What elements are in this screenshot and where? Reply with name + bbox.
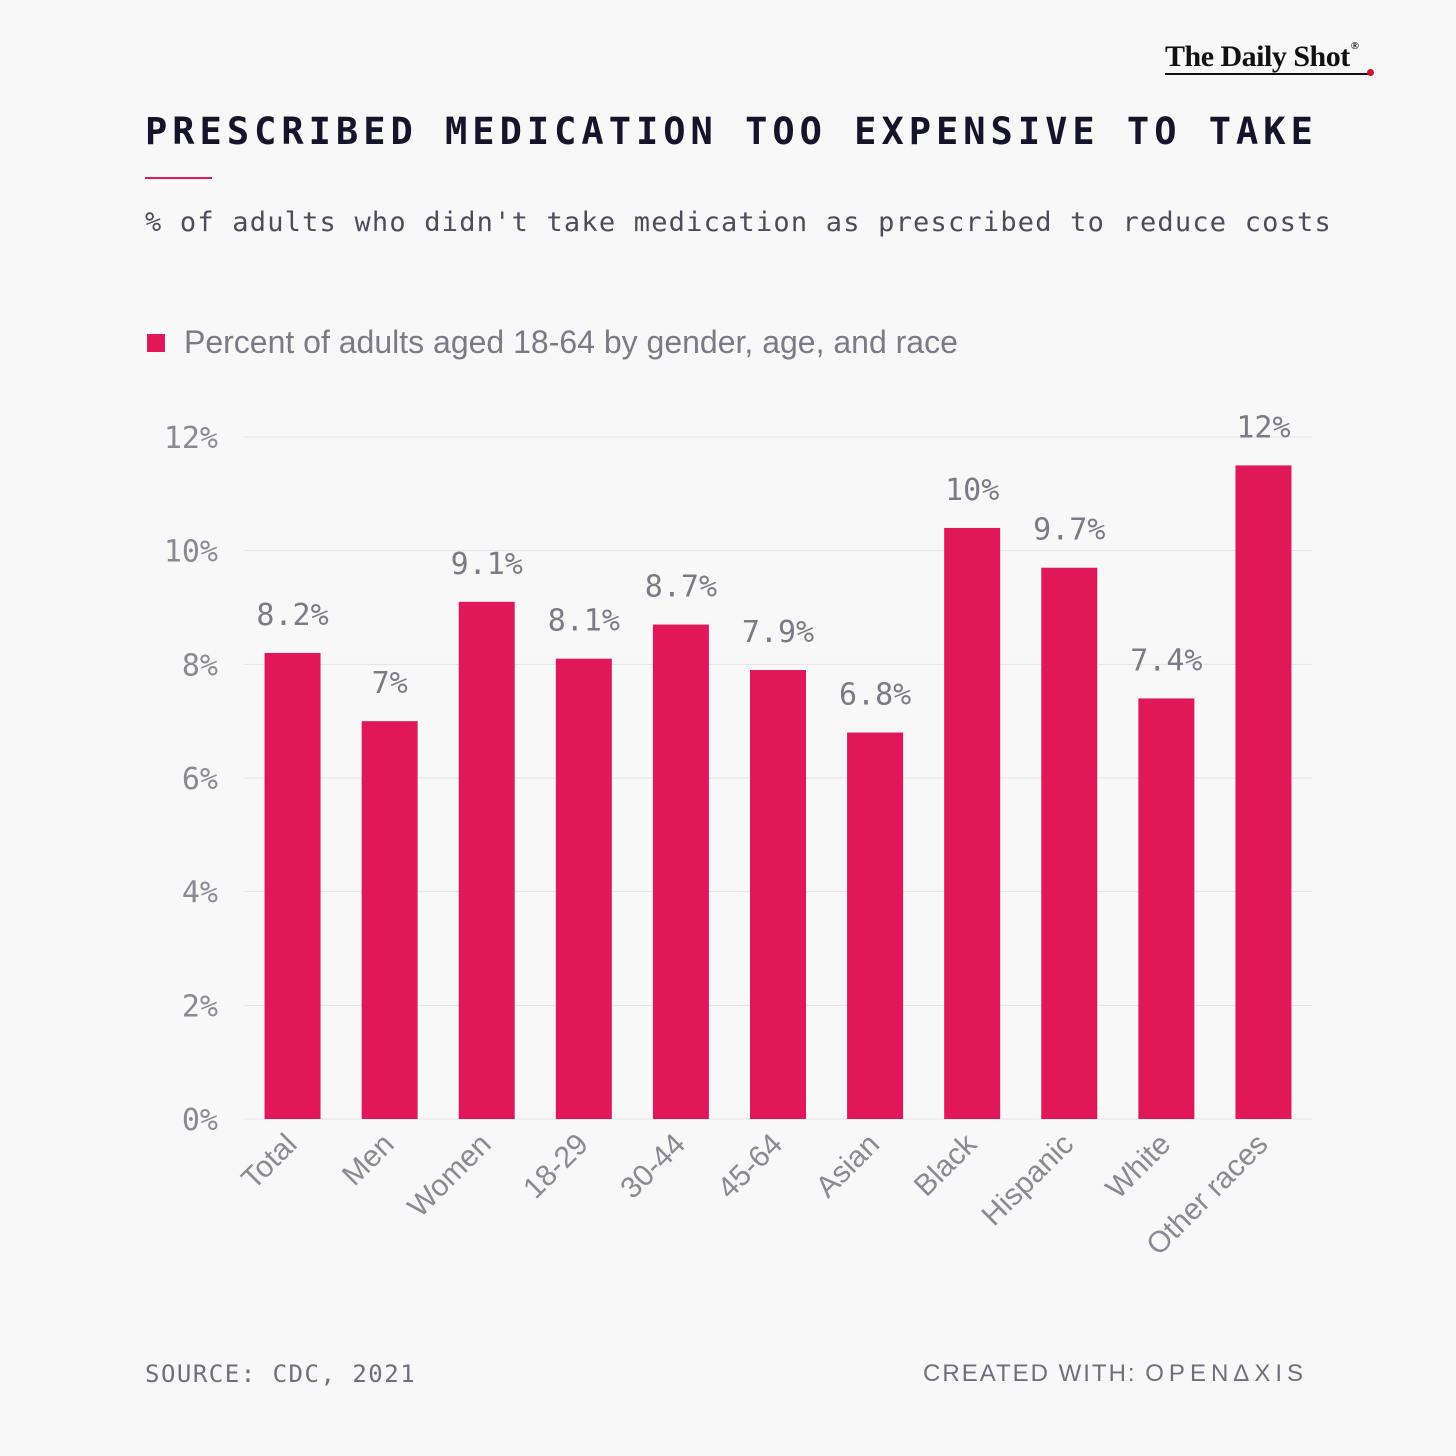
x-tick-label: White xyxy=(1100,1128,1178,1206)
bar xyxy=(1041,567,1098,1119)
x-tick-label: Hispanic xyxy=(976,1128,1081,1233)
chart-subtitle: % of adults who didn't take medication a… xyxy=(145,207,1332,238)
data-label: 6.8% xyxy=(839,678,911,713)
y-tick-label: 10% xyxy=(164,535,218,570)
data-label: 7.9% xyxy=(742,615,814,650)
data-label: 7.4% xyxy=(1130,643,1202,678)
data-label: 8.2% xyxy=(256,598,328,633)
x-tick-label: Asian xyxy=(810,1128,886,1204)
y-tick-label: 6% xyxy=(182,762,218,797)
x-tick-label: Men xyxy=(336,1128,401,1193)
y-tick-label: 4% xyxy=(182,876,218,911)
title-accent-rule xyxy=(145,177,212,179)
created-with-brand: OPENΔXIS xyxy=(1145,1360,1308,1387)
bar xyxy=(1138,698,1195,1119)
brand-registered-mark: ® xyxy=(1350,40,1359,52)
bar xyxy=(361,721,418,1119)
brand-name: The Daily Shot xyxy=(1165,40,1350,73)
brand-dot xyxy=(1367,69,1374,76)
bar xyxy=(750,670,806,1119)
brand-logo: The Daily Shot® xyxy=(1165,40,1359,74)
created-with-label: CREATED WITH: xyxy=(923,1360,1137,1387)
data-label: 7% xyxy=(372,666,408,701)
legend-label: Percent of adults aged 18-64 by gender, … xyxy=(184,324,958,360)
data-label: 8.7% xyxy=(645,570,717,605)
legend-swatch xyxy=(147,333,165,352)
created-with-note: CREATED WITH: OPENΔXIS xyxy=(923,1360,1308,1388)
x-tick-label: 30-44 xyxy=(614,1128,692,1206)
data-label: 9.7% xyxy=(1033,513,1105,548)
bar xyxy=(555,658,612,1119)
bar xyxy=(1235,465,1292,1120)
y-tick-label: 0% xyxy=(182,1103,218,1138)
x-tick-label: Black xyxy=(908,1127,984,1203)
x-tick-label: 18-29 xyxy=(517,1128,595,1206)
data-label: 9.1% xyxy=(451,547,523,582)
x-tick-label: Women xyxy=(402,1128,498,1224)
y-tick-label: 2% xyxy=(182,989,218,1024)
y-tick-label: 12% xyxy=(164,421,218,456)
x-tick-label: 45-64 xyxy=(711,1128,789,1206)
y-tick-label: 8% xyxy=(182,648,218,683)
data-label: 8.1% xyxy=(548,604,620,639)
bar xyxy=(652,624,709,1119)
chart-title: PRESCRIBED MEDICATION TOO EXPENSIVE TO T… xyxy=(145,110,1318,153)
bar xyxy=(458,601,515,1119)
brand-underline xyxy=(1165,73,1371,75)
legend: Percent of adults aged 18-64 by gender, … xyxy=(147,324,958,361)
bar xyxy=(944,527,1001,1119)
source-note: SOURCE: CDC, 2021 xyxy=(145,1360,417,1388)
data-label: 12% xyxy=(1236,410,1290,445)
data-label: 10% xyxy=(945,473,999,508)
bar xyxy=(264,652,321,1119)
x-tick-label: Total xyxy=(235,1128,303,1196)
bar xyxy=(847,732,904,1119)
